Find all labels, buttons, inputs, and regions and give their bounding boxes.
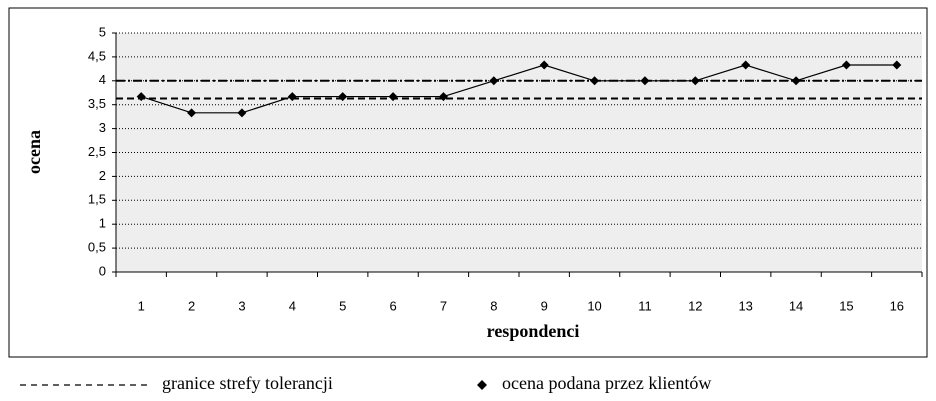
point-marker	[539, 60, 549, 70]
x-tick-label: 4	[289, 298, 296, 313]
y-tick-label: 0,5	[88, 240, 106, 255]
point-marker	[741, 60, 751, 70]
x-tick-label: 2	[188, 298, 195, 313]
point-marker	[287, 92, 297, 102]
x-tick-label: 6	[389, 298, 396, 313]
y-tick-label: 3	[99, 120, 106, 135]
legend-swatch-series	[477, 380, 487, 390]
y-tick-label: 2,5	[88, 144, 106, 159]
series-line	[141, 64, 897, 114]
point-marker	[791, 76, 801, 86]
x-tick-label: 14	[789, 298, 803, 313]
y-tick-label: 0	[99, 263, 106, 278]
x-tick-label: 7	[440, 298, 447, 313]
x-tick-label: 10	[587, 298, 601, 313]
point-marker	[841, 60, 851, 70]
x-tick-label: 8	[490, 298, 497, 313]
y-tick-label: 3,5	[88, 96, 106, 111]
x-tick-label: 15	[839, 298, 853, 313]
y-tick-label: 4	[99, 72, 106, 87]
x-tick-label: 3	[238, 298, 245, 313]
point-marker	[640, 76, 650, 86]
point-marker	[590, 76, 600, 86]
x-tick-label: 16	[890, 298, 904, 313]
y-tick-label: 1	[99, 216, 106, 231]
point-marker	[489, 76, 499, 86]
point-marker	[136, 92, 146, 102]
x-axis-label: respondenci	[487, 321, 580, 341]
point-marker	[237, 108, 247, 118]
point-marker	[438, 92, 448, 102]
x-tick-label: 9	[541, 298, 548, 313]
point-marker	[338, 92, 348, 102]
y-tick-label: 2	[99, 168, 106, 183]
y-tick-label: 4,5	[88, 48, 106, 63]
point-marker	[388, 92, 398, 102]
y-tick-label: 5	[99, 24, 106, 39]
x-tick-label: 1	[138, 298, 145, 313]
y-tick-label: 1,5	[88, 192, 106, 207]
x-tick-label: 13	[738, 298, 752, 313]
x-tick-label: 5	[339, 298, 346, 313]
point-marker	[892, 60, 902, 70]
legend-label: granice strefy tolerancji	[162, 373, 333, 393]
y-axis-label: ocena	[24, 130, 44, 174]
point-marker	[187, 108, 197, 118]
x-tick-label: 12	[688, 298, 702, 313]
point-marker	[690, 76, 700, 86]
legend-label: ocena podana przez klientów	[502, 373, 711, 393]
x-tick-label: 11	[638, 298, 652, 313]
